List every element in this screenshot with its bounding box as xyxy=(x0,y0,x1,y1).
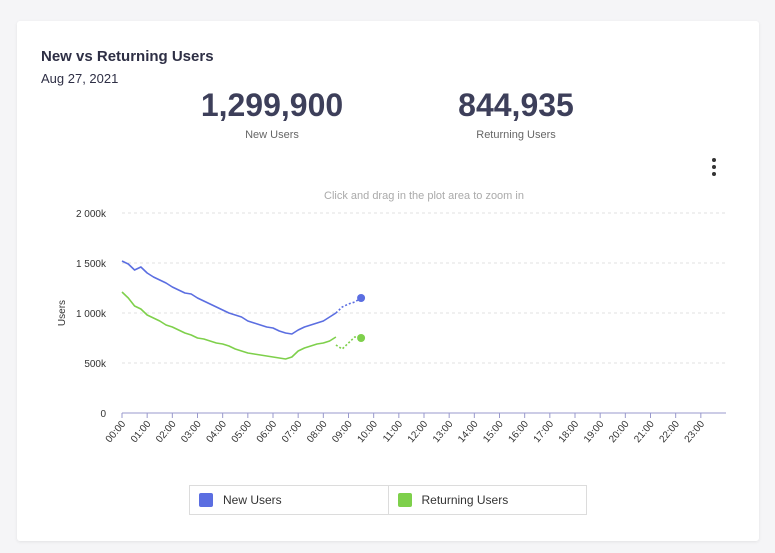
y-tick-label: 2 000k xyxy=(76,209,107,220)
x-tick-label: 06:00 xyxy=(255,419,280,446)
series-projection-returning-users xyxy=(335,336,362,351)
x-tick-label: 17:00 xyxy=(532,419,557,446)
x-tick-label: 18:00 xyxy=(557,419,582,446)
kpi-new-users: 1,299,900 New Users xyxy=(162,87,382,141)
x-tick-label: 02:00 xyxy=(154,419,179,446)
x-tick-label: 20:00 xyxy=(607,419,632,446)
chart-legend: New Users Returning Users xyxy=(189,485,587,515)
series-last-point-returning-users xyxy=(357,334,366,342)
series-last-point-new-users xyxy=(357,294,366,302)
x-tick-label: 04:00 xyxy=(204,419,229,446)
y-tick-label: 1 000k xyxy=(76,309,107,320)
x-tick-label: 23:00 xyxy=(683,419,708,446)
y-tick-label: 500k xyxy=(84,359,107,370)
legend-swatch-returning-users xyxy=(397,493,412,507)
x-tick-label: 16:00 xyxy=(506,419,531,446)
chart-date: Aug 27, 2021 xyxy=(41,71,119,86)
kebab-menu-icon[interactable] xyxy=(709,158,719,176)
x-tick-label: 22:00 xyxy=(657,419,682,446)
x-tick-label: 12:00 xyxy=(406,419,431,446)
kpi-new-users-value: 1,299,900 xyxy=(200,87,344,123)
x-tick-label: 21:00 xyxy=(632,419,657,446)
series-line-returning-users xyxy=(121,291,337,360)
legend-label-new-users: New Users xyxy=(223,493,282,507)
legend-item-new-users[interactable]: New Users xyxy=(189,485,389,515)
line-chart[interactable]: Click and drag in the plot area to zoom … xyxy=(17,21,759,481)
kpi-returning-users-label: Returning Users xyxy=(476,129,556,141)
chart-title: New vs Returning Users xyxy=(41,48,214,65)
y-tick-label: 0 xyxy=(100,409,106,420)
x-tick-label: 01:00 xyxy=(129,419,154,446)
x-tick-label: 14:00 xyxy=(456,419,481,446)
x-tick-label: 08:00 xyxy=(305,419,330,446)
x-tick-label: 11:00 xyxy=(381,419,405,445)
x-tick-label: 13:00 xyxy=(431,419,456,446)
x-tick-label: 19:00 xyxy=(582,419,607,446)
chart-card: New vs Returning Users Aug 27, 2021 1,29… xyxy=(17,21,759,541)
x-tick-label: 09:00 xyxy=(330,419,355,446)
legend-item-returning-users[interactable]: Returning Users xyxy=(388,485,587,515)
x-tick-label: 00:00 xyxy=(104,419,129,446)
zoom-hint: Click and drag in the plot area to zoom … xyxy=(324,190,524,202)
x-tick-label: 05:00 xyxy=(230,419,255,446)
y-axis-label: Users xyxy=(57,300,68,326)
legend-swatch-new-users xyxy=(199,493,213,507)
kpi-new-users-label: New Users xyxy=(245,129,299,141)
kpi-returning-users: 844,935 Returning Users xyxy=(406,87,626,141)
series-line-new-users xyxy=(121,260,337,335)
kpi-returning-users-value: 844,935 xyxy=(458,87,574,123)
series-projection-new-users xyxy=(335,297,362,314)
legend-label-returning-users: Returning Users xyxy=(421,493,509,507)
x-tick-label: 07:00 xyxy=(280,419,305,446)
y-tick-label: 1 500k xyxy=(76,259,107,270)
x-tick-label: 03:00 xyxy=(179,419,204,446)
x-tick-label: 15:00 xyxy=(481,419,506,446)
x-tick-label: 10:00 xyxy=(355,419,380,446)
